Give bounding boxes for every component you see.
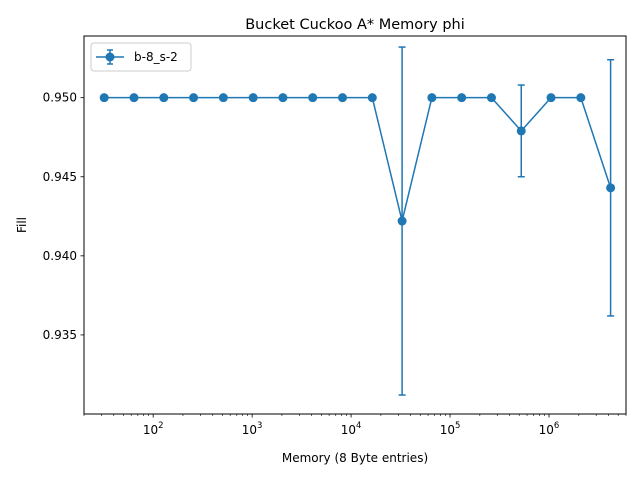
x-tick-label: 104 (341, 421, 362, 437)
legend: b-8_s-2 (90, 42, 192, 72)
data-point (367, 93, 377, 103)
data-point (427, 93, 437, 103)
x-tick-label: 102 (143, 421, 164, 437)
data-point (576, 93, 586, 103)
y-tick-label: 0.945 (43, 170, 77, 184)
plot-area (99, 46, 616, 396)
x-tick-label: 105 (440, 421, 461, 437)
x-tick-label: 106 (539, 421, 560, 437)
data-point (189, 93, 199, 103)
data-point (338, 93, 348, 103)
data-point (129, 93, 139, 103)
y-axis-label: Fill (15, 217, 29, 233)
x-tick-label: 103 (242, 421, 263, 437)
axes-frame (83, 35, 627, 415)
x-axis-label: Memory (8 Byte entries) (282, 451, 428, 465)
y-tick-label: 0.950 (43, 91, 77, 105)
y-tick-label: 0.940 (43, 249, 77, 263)
x-axis: 102 103 104 105 106 (83, 414, 627, 437)
legend-marker-swatch (105, 52, 115, 62)
series-line (104, 96, 612, 222)
data-point (308, 93, 318, 103)
y-tick-label: 0.935 (43, 328, 77, 342)
data-point (218, 93, 228, 103)
data-point (159, 93, 169, 103)
data-point (486, 93, 496, 103)
data-point (516, 126, 526, 136)
data-point (546, 93, 556, 103)
legend-box (90, 42, 192, 72)
chart-title: Bucket Cuckoo A* Memory phi (245, 17, 465, 33)
data-point (99, 93, 109, 103)
y-axis: 0.935 0.940 0.945 0.950 (43, 91, 84, 342)
data-point (248, 93, 258, 103)
data-point (606, 183, 616, 193)
data-point (457, 93, 467, 103)
data-point (397, 216, 407, 226)
data-point (278, 93, 288, 103)
legend-entry-label: b-8_s-2 (134, 50, 178, 64)
